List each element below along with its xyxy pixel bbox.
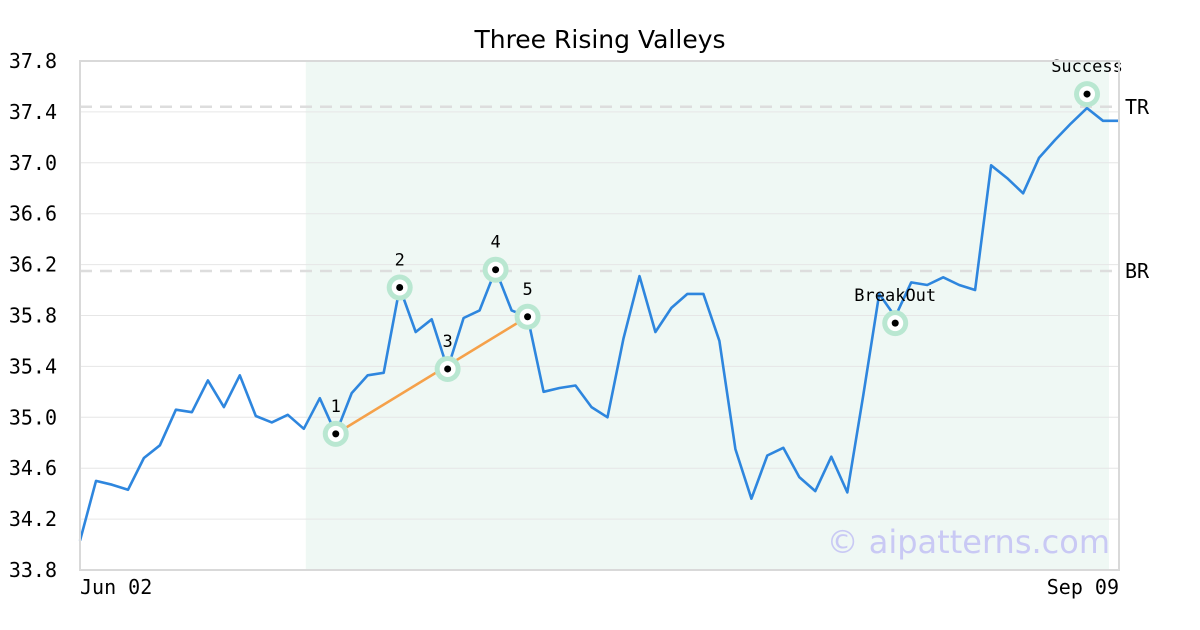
chart-title: Three Rising Valleys [473, 25, 725, 54]
y-tick-label: 33.8 [9, 558, 57, 582]
pattern-point-dot-1 [332, 430, 340, 438]
y-tick-label: 34.6 [9, 456, 57, 480]
pattern-point-label-1: 1 [331, 397, 341, 417]
y-tick-label: 37.8 [9, 49, 57, 73]
pattern-point-dot-5 [524, 313, 532, 321]
pattern-point-dot-3 [444, 365, 452, 373]
valley-trendline [335, 315, 529, 435]
y-tick-label: 37.4 [9, 100, 57, 124]
pattern-point-dot-success [1083, 90, 1091, 98]
x-tick-label-last: Sep 09 [1047, 575, 1119, 599]
level-label-br: BR [1125, 259, 1150, 283]
pattern-point-label-3: 3 [443, 332, 453, 352]
pattern-points: 1 2 3 4 5 BreakOut Success [322, 57, 1123, 447]
y-tick-label: 36.6 [9, 202, 57, 226]
y-tick-label: 36.2 [9, 253, 57, 277]
watermark: © aipatterns.com [827, 523, 1110, 561]
pattern-point-dot-4 [492, 266, 500, 274]
x-tick-label-first: Jun 02 [80, 575, 152, 599]
level-label-tr: TR [1125, 95, 1150, 119]
plot-frame [79, 60, 1120, 571]
pattern-point-dot-breakout [891, 319, 899, 327]
pattern-point-dot-2 [396, 284, 404, 292]
y-tick-label: 35.4 [9, 354, 57, 378]
y-tick-label: 34.2 [9, 507, 57, 531]
pattern-point-label-breakout: BreakOut [854, 286, 936, 306]
price-line [78, 106, 1119, 542]
y-axis: 33.8 34.2 34.6 35.0 35.4 35.8 36.2 36.6 37.0 37.4… [9, 49, 57, 582]
levels: TR BR [80, 95, 1150, 283]
y-tick-label: 37.0 [9, 151, 57, 175]
y-tick-label: 35.0 [9, 405, 57, 429]
y-tick-label: 35.8 [9, 304, 57, 328]
pattern-point-label-success: Success [1051, 57, 1123, 77]
pattern-point-label-2: 2 [395, 251, 405, 271]
pattern-point-label-4: 4 [490, 233, 500, 253]
pattern-point-label-5: 5 [522, 280, 532, 300]
